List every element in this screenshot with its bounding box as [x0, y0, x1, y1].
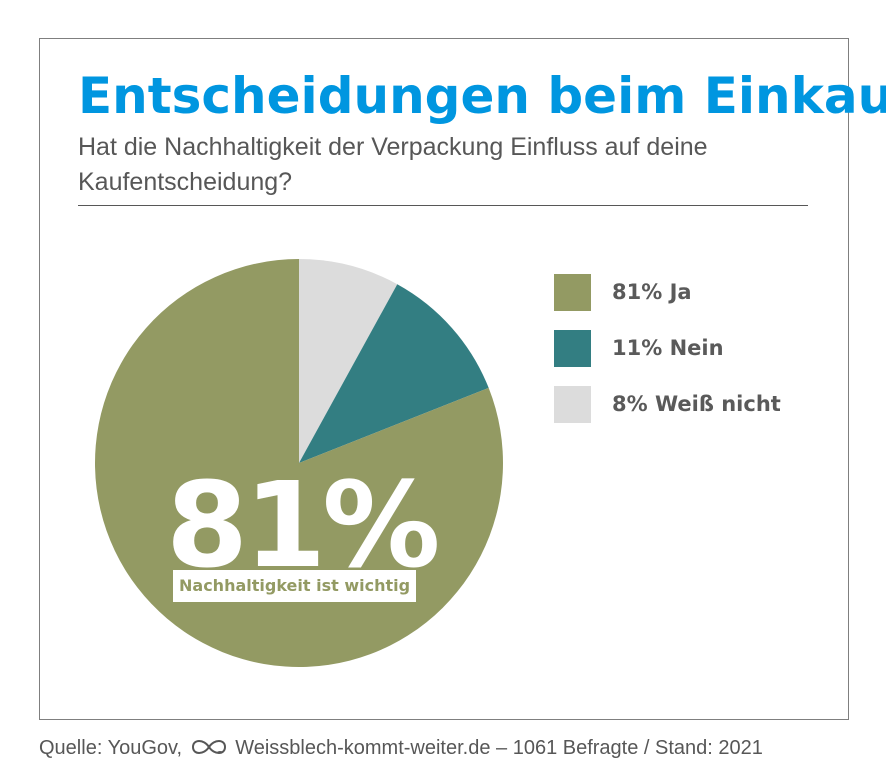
legend-label: 81% Ja [612, 280, 692, 304]
legend-label: 8% Weiß nicht [612, 392, 781, 416]
source-prefix: Quelle: YouGov, [39, 737, 183, 759]
chart-title: Entscheidungen beim Einkauf [78, 67, 886, 125]
chart-frame [39, 38, 849, 720]
divider-line [78, 205, 808, 206]
infinity-leaf-icon [190, 736, 228, 766]
pie-slice-8-wei-nicht [299, 259, 398, 463]
callout-value: 81% [166, 456, 440, 594]
legend-swatch [554, 274, 591, 311]
pie-slice-11-nein [299, 284, 489, 463]
callout-label: Nachhaltigkeit ist wichtig [173, 570, 417, 602]
legend-swatch [554, 386, 591, 423]
legend-label: 11% Nein [612, 336, 724, 360]
source-footer: Quelle: YouGov, Weissblech-kommt-weiter.… [39, 734, 763, 766]
pie-slice-81-ja [94, 259, 503, 667]
source-rest: Weissblech-kommt-weiter.de – 1061 Befrag… [235, 737, 763, 759]
legend-swatch [554, 330, 591, 367]
chart-subtitle: Hat die Nachhaltigkeit der Verpackung Ei… [78, 133, 708, 196]
pie-chart [94, 259, 503, 667]
